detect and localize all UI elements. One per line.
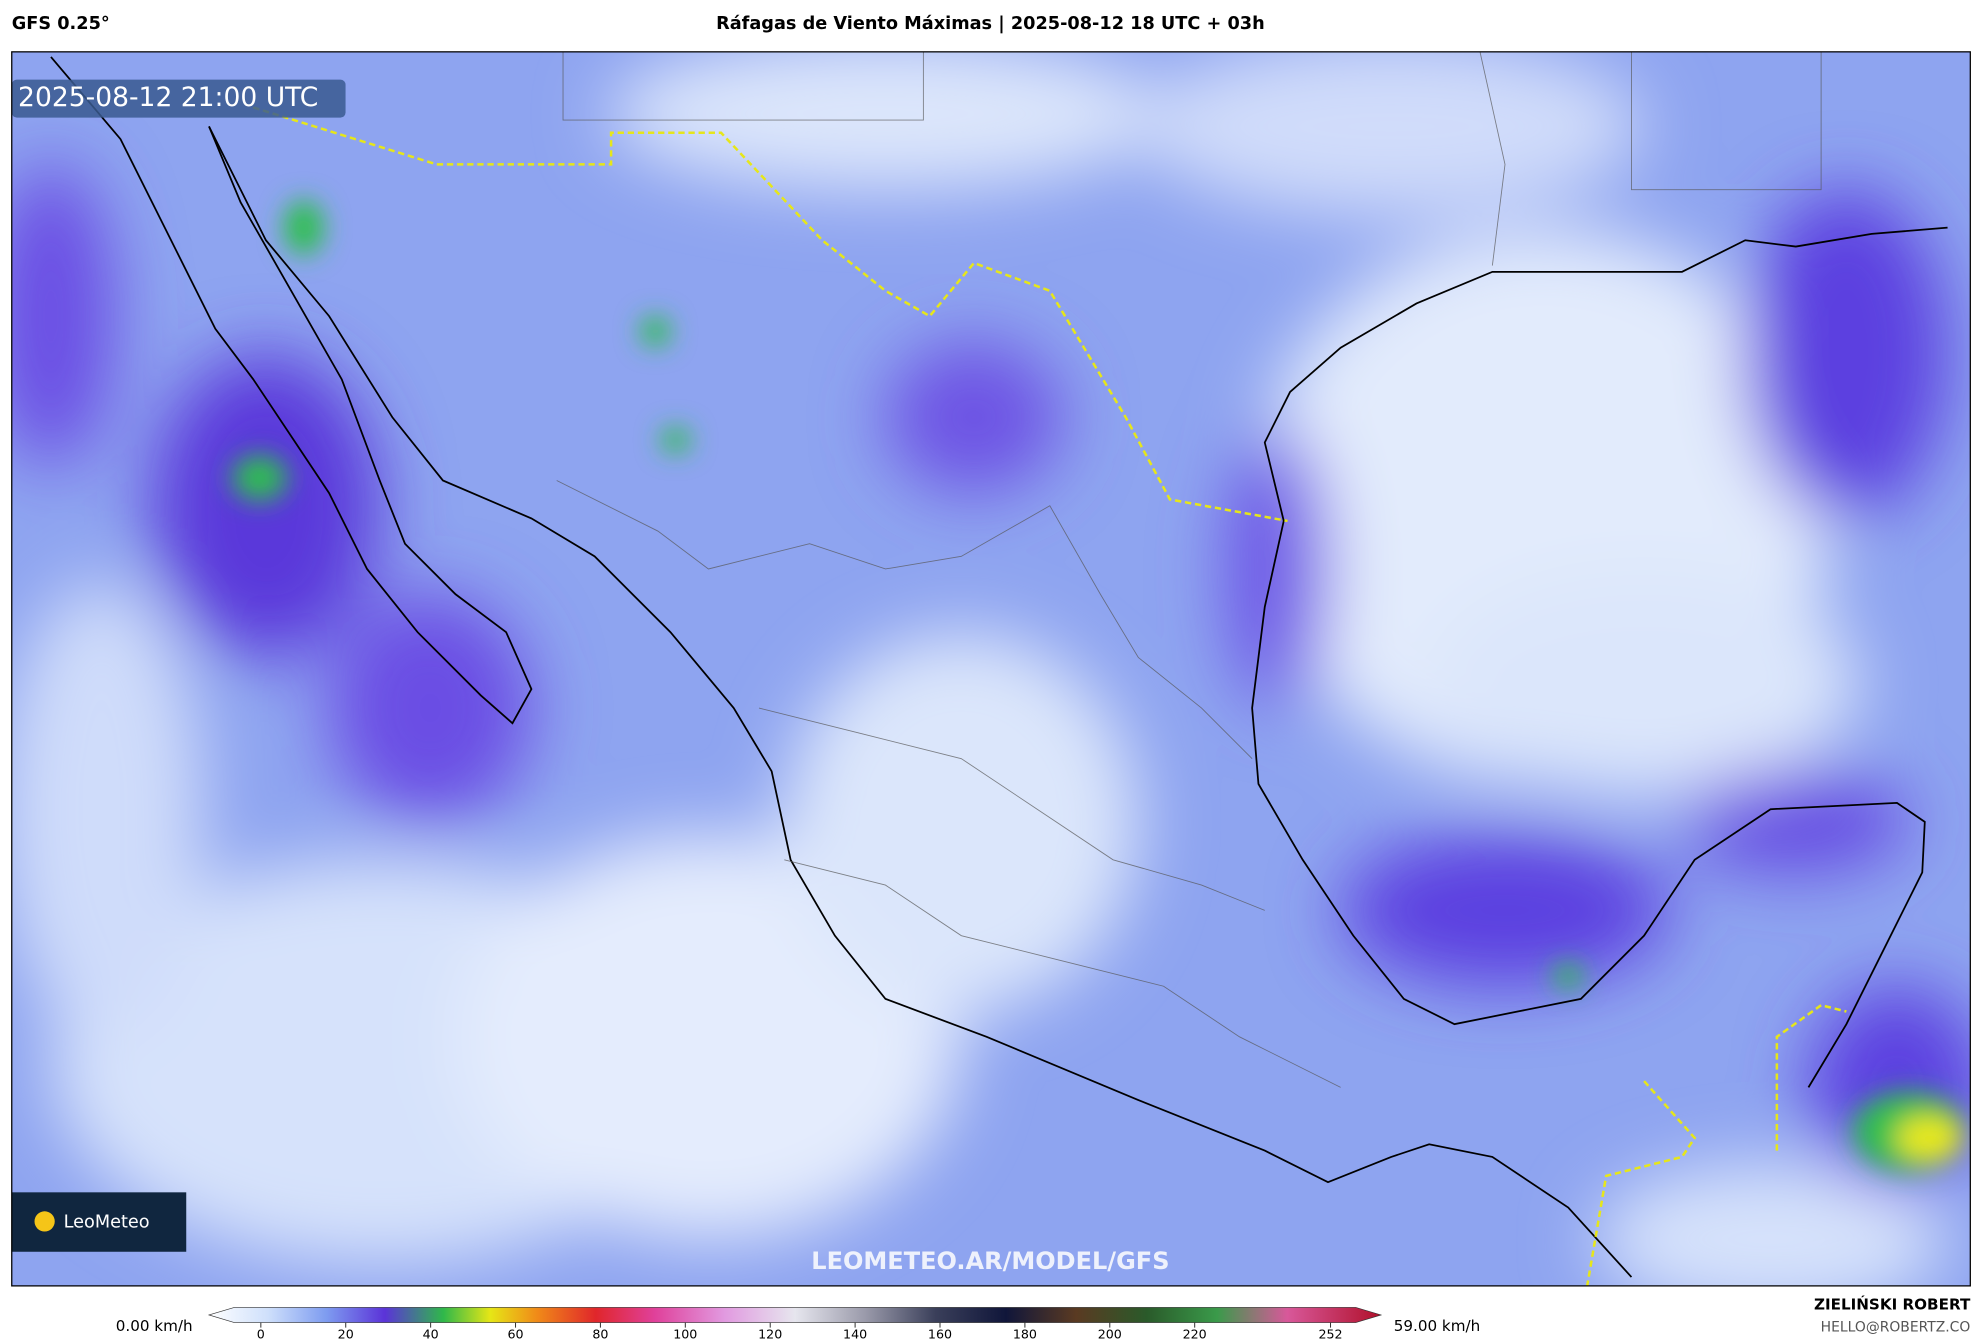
colorbar-tick-label: 200 xyxy=(1098,1327,1122,1339)
colorbar-tick-label: 120 xyxy=(758,1327,782,1339)
gust-peaks xyxy=(231,199,1967,1173)
colorbar-tick-label: 60 xyxy=(507,1327,523,1339)
map: 2025-08-12 21:00 UTC LeoMeteo LEOMETEO.A… xyxy=(11,51,1971,1286)
colorbar-tick-label: 80 xyxy=(592,1327,608,1339)
map-frame xyxy=(11,51,1971,1287)
coastlines xyxy=(50,56,1948,1278)
timestamp-box xyxy=(11,79,346,118)
colorbar-tick-label: 180 xyxy=(1013,1327,1037,1339)
logo-text: LeoMeteo xyxy=(64,1213,150,1233)
international-border xyxy=(252,106,1847,1286)
logo-sun xyxy=(34,1211,55,1232)
map-title: Ráfagas de Viento Máximas | 2025-08-12 1… xyxy=(716,14,1265,34)
colorbar-tick-label: 100 xyxy=(673,1327,697,1339)
author: ZIELIŃSKI ROBERT xyxy=(1814,1294,1971,1313)
colorbar-tick-label: 0 xyxy=(257,1327,265,1339)
colorbar-tick-label: 20 xyxy=(338,1327,354,1339)
colorbar-tick-label: 40 xyxy=(423,1327,439,1339)
timestamp: 2025-08-12 21:00 UTC xyxy=(18,82,318,113)
colorbar-max-label: 59.00 km/h xyxy=(1394,1317,1480,1335)
colorbar-tick-label: 252 xyxy=(1318,1327,1342,1339)
wind-field xyxy=(11,51,1971,1286)
watermark: LEOMETEO.AR/MODEL/GFS xyxy=(811,1247,1169,1275)
colorbar xyxy=(207,1307,1383,1323)
state-borders xyxy=(556,51,1822,1088)
model-label: GFS 0.25° xyxy=(12,14,110,34)
colorbar-tick-label: 140 xyxy=(843,1327,867,1339)
colorbar-min-label: 0.00 km/h xyxy=(116,1317,193,1335)
colorbar-tick-label: 160 xyxy=(928,1327,952,1339)
colorbar-tick-label: 220 xyxy=(1183,1327,1207,1339)
contact: HELLO@ROBERTZ.CO xyxy=(1821,1320,1971,1336)
colorbar-ticks: 0 20 40 60 80 100 120 140 160 180 200 220 252 xyxy=(257,1322,1343,1339)
